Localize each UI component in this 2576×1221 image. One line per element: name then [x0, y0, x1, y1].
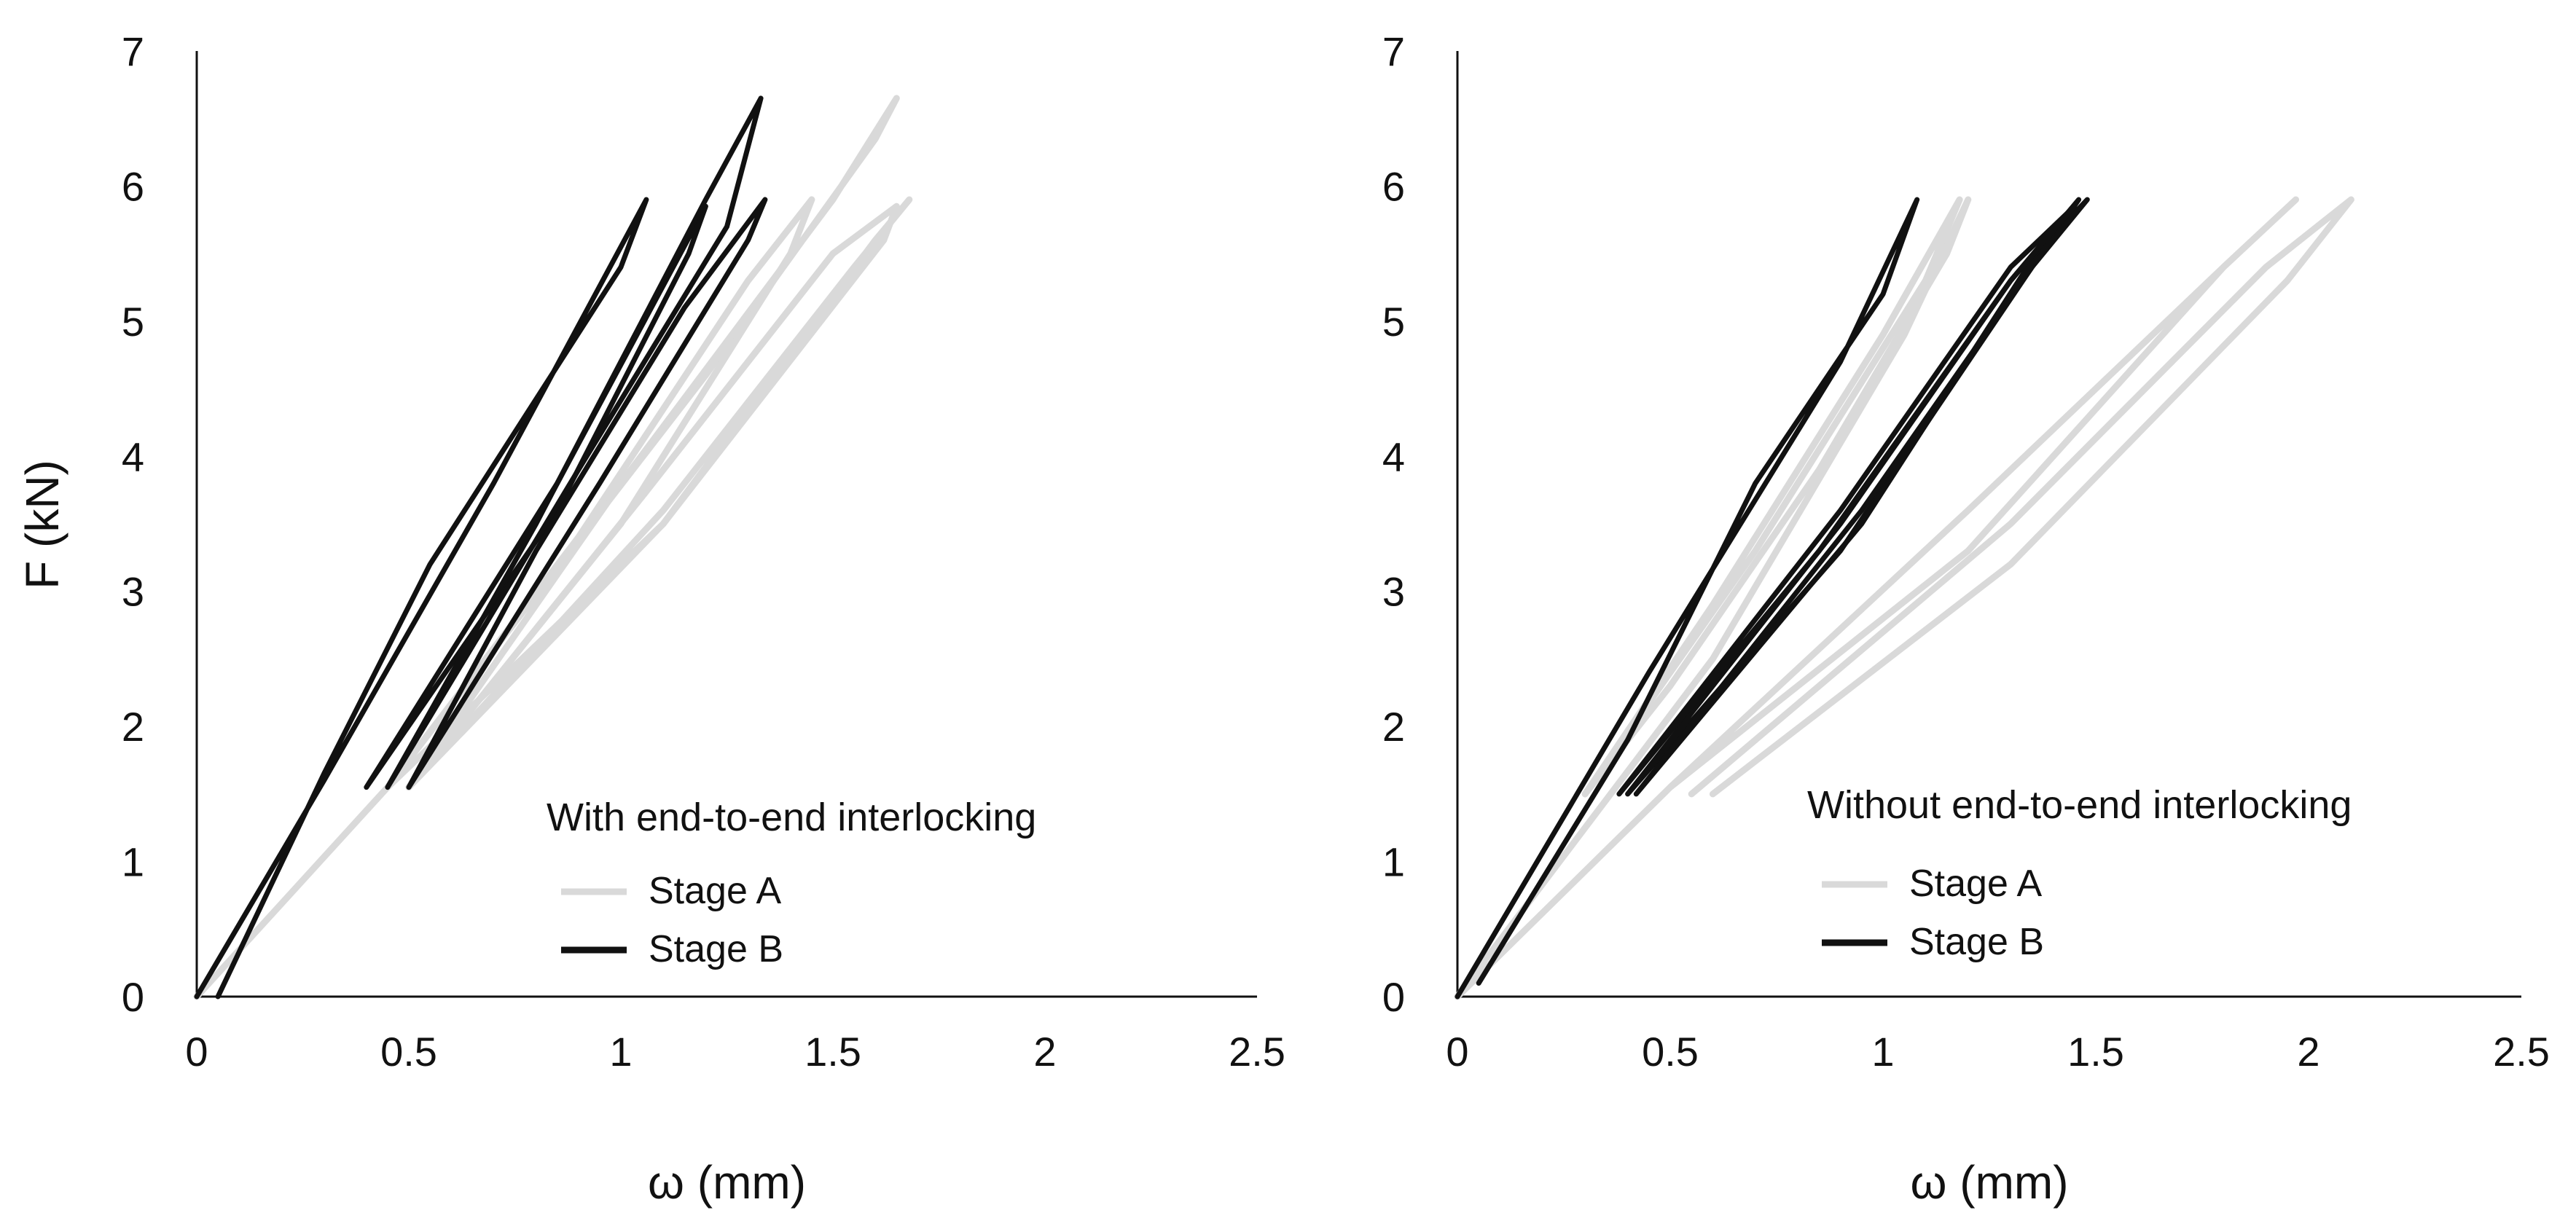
x-axis-title: ω (mm): [1911, 1156, 2069, 1209]
series-stage-b: [194, 95, 768, 1000]
legend-label: Stage A: [649, 870, 781, 912]
y-tick-label: 1: [122, 839, 144, 885]
x-tick-label: 0: [185, 1029, 208, 1075]
legend-label: Stage A: [1909, 863, 2042, 905]
y-tick-label: 0: [1382, 974, 1405, 1020]
y-tick-label: 4: [1382, 433, 1405, 479]
legend-title: Without end-to-end interlocking: [1807, 783, 2352, 827]
x-tick-label: 2.5: [1229, 1029, 1285, 1075]
hysteresis-loop: [385, 95, 764, 790]
hysteresis-loop: [1454, 196, 2299, 1000]
hysteresis-loop: [405, 203, 900, 791]
y-tick-label: 0: [122, 974, 144, 1020]
legend-label: Stage B: [1909, 921, 2044, 963]
y-tick-label: 6: [1382, 163, 1405, 209]
y-tick-label: 2: [122, 704, 144, 750]
y-tick-label: 2: [1382, 704, 1405, 750]
x-tick-label: 1.5: [804, 1029, 861, 1075]
series-stage-b: [1455, 197, 2090, 1000]
x-axis-title: ω (mm): [648, 1156, 806, 1209]
y-tick-label: 5: [1382, 299, 1405, 345]
y-tick-label: 4: [122, 433, 144, 479]
hysteresis-loop: [193, 95, 900, 1000]
y-tick-label: 7: [122, 28, 144, 74]
hysteresis-loop: [1633, 197, 2090, 797]
x-tick-label: 1: [609, 1029, 632, 1075]
x-tick-label: 0: [1446, 1029, 1468, 1075]
x-tick-label: 0.5: [380, 1029, 437, 1075]
series-stage-a: [193, 95, 913, 1000]
panel-left: 0 0.5 1 1.5 2 2.5 0 1 2 3 4 5 6 7 ω (mm) F (kN) With end…: [16, 28, 1285, 1209]
hysteresis-loop: [1581, 196, 1963, 798]
hysteresis-loop: [406, 197, 768, 790]
y-tick-label: 6: [122, 163, 144, 209]
y-tick-label: 1: [1382, 839, 1405, 885]
x-tick-label: 1: [1871, 1029, 1894, 1075]
y-tick-label: 5: [122, 299, 144, 345]
hysteresis-loop: [1455, 197, 1920, 1000]
x-tick-label: 2: [2297, 1029, 2319, 1075]
series-stage-a: [1454, 196, 2354, 1000]
panel-right: 0 0.5 1 1.5 2 2.5 0 1 2 3 4 5 6 7 ω (mm) Without end-to…: [1382, 28, 2550, 1209]
y-tick-label: 3: [122, 569, 144, 615]
legend-title: With end-to-end interlocking: [547, 796, 1036, 839]
hysteresis-loop: [1688, 196, 2354, 798]
hysteresis-loop: [1454, 196, 1972, 1000]
y-tick-label: 7: [1382, 28, 1405, 74]
x-tick-label: 0.5: [1642, 1029, 1699, 1075]
hysteresis-loop: [1616, 203, 2078, 797]
hysteresis-loop: [194, 197, 649, 1000]
x-tick-label: 2.5: [2493, 1029, 2550, 1075]
x-tick-label: 2: [1033, 1029, 1056, 1075]
y-axis-title: F (kN): [16, 460, 68, 589]
legend-label: Stage B: [649, 928, 783, 970]
x-tick-label: 1.5: [2067, 1029, 2124, 1075]
y-tick-label: 3: [1382, 569, 1405, 615]
